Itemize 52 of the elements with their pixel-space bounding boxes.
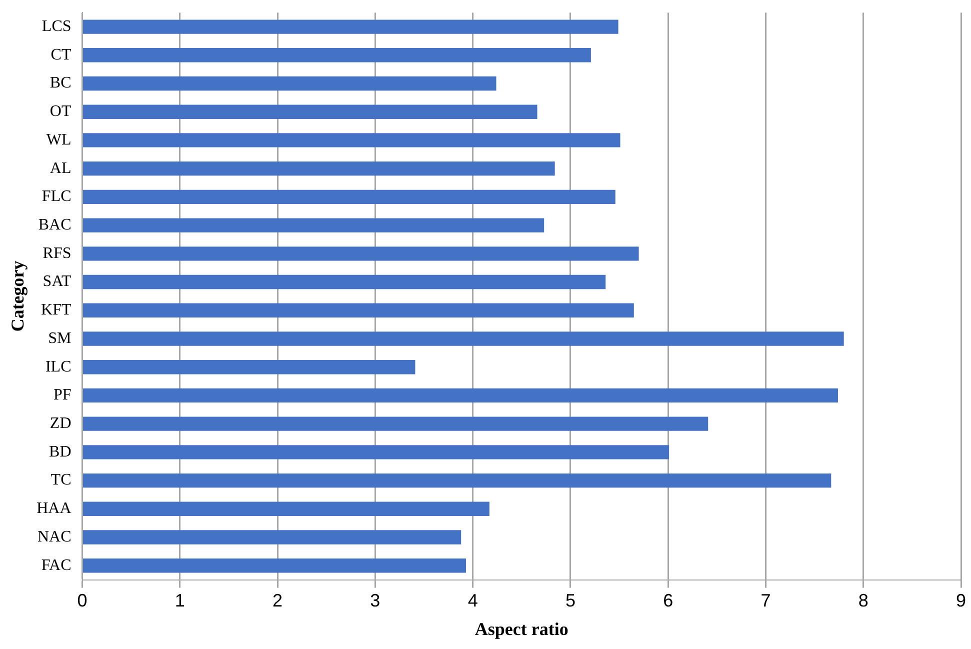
bar — [83, 48, 591, 62]
x-tick-label: 3 — [370, 590, 380, 611]
x-tick-label: 7 — [760, 590, 771, 611]
y-tick-label: WL — [46, 131, 72, 148]
x-tick-label: 6 — [663, 590, 674, 611]
y-tick-label: SAT — [42, 273, 72, 290]
bar — [83, 303, 634, 318]
bar — [83, 104, 538, 119]
y-tick-label: NAC — [37, 528, 72, 546]
y-tick-label: TC — [50, 472, 72, 489]
bar — [83, 76, 496, 91]
bar — [83, 190, 616, 204]
x-tick-label: 5 — [565, 590, 576, 611]
y-axis-title: Category — [7, 260, 28, 332]
y-tick-label: BD — [49, 443, 72, 460]
bar — [83, 161, 555, 176]
y-tick-label: PF — [53, 386, 72, 404]
x-tick-label: 2 — [272, 590, 283, 611]
bar — [83, 246, 639, 261]
y-tick-label: OT — [50, 103, 72, 120]
bar — [83, 558, 466, 573]
bar — [83, 133, 620, 148]
bar — [83, 445, 670, 460]
x-tick-label: 9 — [956, 590, 966, 611]
bar — [83, 218, 544, 232]
bar — [83, 502, 490, 516]
y-tick-label: LCS — [42, 18, 72, 35]
bar — [83, 20, 618, 34]
x-tick-label: 1 — [174, 590, 185, 611]
y-tick-label: FAC — [41, 556, 72, 574]
x-axis-title: Aspect ratio — [474, 618, 568, 639]
y-tick-label: HAA — [36, 500, 72, 518]
bar — [83, 473, 832, 488]
y-tick-label: KFT — [41, 302, 72, 319]
bar — [83, 416, 708, 431]
y-tick-label: SM — [48, 330, 72, 347]
bar — [83, 274, 606, 290]
bar — [83, 530, 462, 544]
y-tick-label: FLC — [42, 188, 72, 206]
bar — [83, 332, 844, 346]
y-tick-label: RFS — [42, 244, 72, 262]
x-tick-label: 4 — [468, 590, 478, 611]
y-tick-label: ZD — [50, 415, 72, 432]
y-tick-label: BC — [50, 74, 72, 92]
y-tick-label: AL — [50, 160, 72, 177]
y-tick-label: ILC — [45, 358, 72, 376]
bar — [83, 388, 838, 403]
y-tick-label: CT — [50, 46, 72, 64]
x-tick-label: 0 — [77, 590, 88, 611]
bar — [83, 360, 416, 374]
x-tick-label: 8 — [858, 590, 868, 611]
y-tick-label: BAC — [38, 216, 72, 234]
